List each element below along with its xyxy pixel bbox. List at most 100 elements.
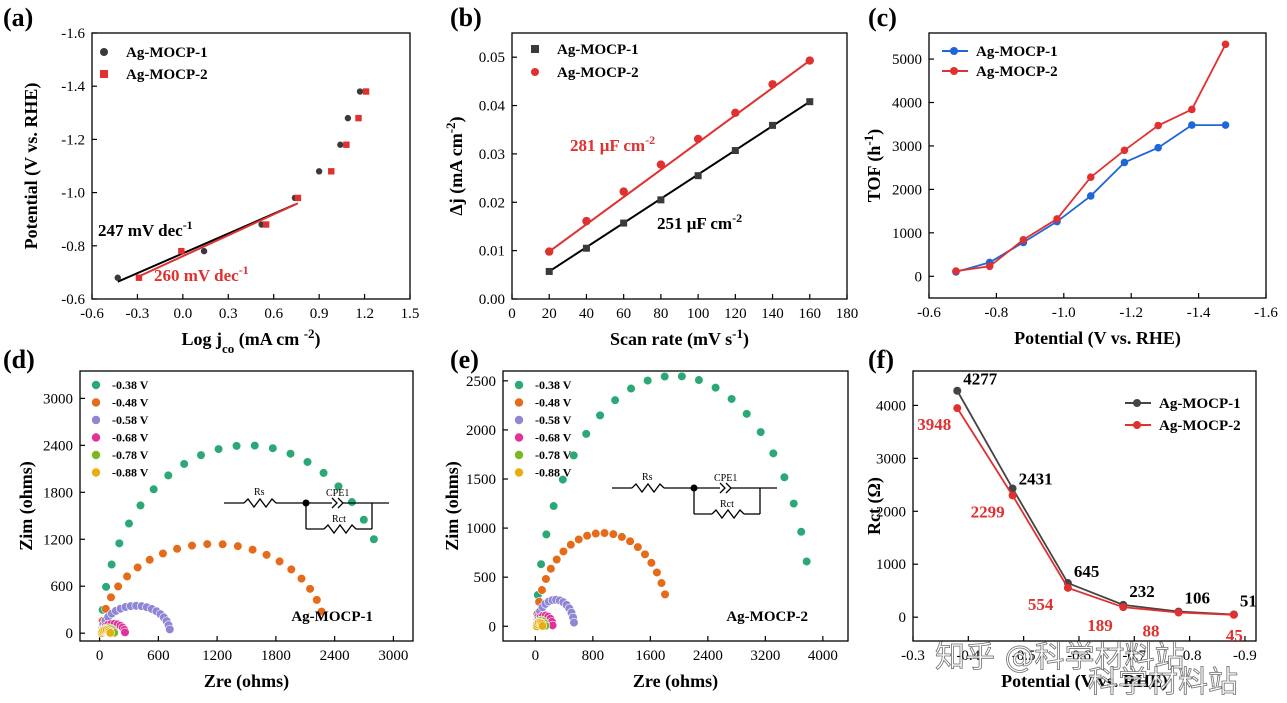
cpe-mark [331, 497, 338, 509]
impedance-point [274, 556, 285, 567]
value-label: 45 [1226, 626, 1243, 645]
impedance-point [231, 441, 242, 451]
x-tick-label: 80 [653, 306, 668, 322]
x-tick-label: 0.6 [264, 306, 283, 322]
value-label: 645 [1074, 562, 1100, 581]
data-point [1019, 235, 1028, 244]
y-tick-label: 2400 [43, 438, 73, 454]
x-tick-label: -0.6 [1067, 648, 1091, 664]
legend-entry: -0.88 V [112, 466, 149, 480]
impedance-point [595, 410, 605, 420]
legend-entry: -0.48 V [535, 396, 572, 410]
impedance-point [196, 450, 206, 460]
impedance-point [268, 443, 278, 453]
panel-c: -0.6 -0.8 -1.0 -1.2 -1.4 -1.6 0 1000 2000 3000 400… [861, 3, 1279, 349]
legend-entry: -0.38 V [535, 378, 572, 392]
legend-marker [91, 433, 101, 442]
text-part: Zim (ohms) [442, 461, 463, 551]
x-tick-label: 0 [532, 648, 540, 664]
x-axis-label: Log jco (mA cm -2) [181, 326, 320, 356]
x-tick-label: 0 [508, 306, 516, 322]
text-part: Potential (V vs. RHE) [1001, 671, 1168, 692]
y-axis-label: Zim (ohms) [442, 461, 463, 551]
impedance-point [599, 528, 610, 538]
value-label: 554 [1028, 595, 1054, 614]
legend-entry: Ag-MOCP-1 [1159, 396, 1241, 412]
legend-marker [91, 415, 101, 425]
text-part: -1 [239, 263, 249, 277]
y-tick-label: -1.0 [61, 186, 85, 202]
impedance-point [285, 449, 296, 459]
y-tick-label: 0 [489, 619, 497, 635]
data-point [950, 67, 958, 75]
cpe-mark [719, 482, 726, 494]
value-label: 189 [1087, 616, 1113, 635]
impedance-point [694, 375, 704, 385]
cpe-mark [337, 497, 344, 509]
impedance-point [569, 617, 579, 628]
data-point [1188, 105, 1196, 114]
data-point [114, 274, 121, 281]
data-point [1174, 608, 1183, 617]
impedance-point [305, 584, 315, 594]
data-point [362, 88, 370, 95]
x-tick-label: 3000 [378, 648, 408, 664]
impedance-point [261, 550, 272, 560]
legend-marker [514, 380, 524, 390]
impedance-point [347, 497, 357, 507]
impedance-point [536, 559, 546, 569]
impedance-point [233, 541, 243, 551]
y-tick-label: -1.2 [61, 132, 85, 148]
legend-entry: Ag-MOCP-1 [126, 45, 208, 61]
text-part: 251 μF cm [657, 214, 732, 233]
data-point [200, 247, 208, 255]
x-tick-label: -1.2 [1119, 305, 1143, 321]
data-point [328, 168, 335, 175]
value-label: 106 [1185, 589, 1211, 608]
impedance-point [789, 498, 799, 509]
text-part: Potential (V vs. RHE) [21, 83, 42, 250]
impedance-point [646, 558, 656, 568]
impedance-point [608, 529, 618, 539]
legend-marker [514, 468, 524, 477]
y-axis-label: Zim (ohms) [16, 461, 37, 551]
impedance-point [369, 534, 379, 544]
panel-e: 0 800 1600 2400 3200 4000 0 500 1000 1500 2000 2500… [442, 345, 849, 692]
data-point [1221, 40, 1230, 49]
impedance-point [660, 371, 670, 382]
x-tick-label: 800 [582, 648, 605, 664]
impedance-point [566, 540, 576, 550]
x-tick-label: -0.8 [985, 305, 1009, 321]
value-label: 88 [1143, 622, 1160, 641]
impedance-point [537, 621, 548, 631]
fit-line [548, 100, 811, 273]
data-point [619, 187, 628, 196]
legend-entry: -0.58 V [535, 413, 572, 427]
impedance-point [617, 532, 627, 542]
impedance-point [296, 573, 307, 584]
data-point [953, 404, 962, 413]
legend-entry: Ag-MOCP-2 [557, 65, 639, 81]
legend-marker [514, 415, 524, 425]
data-point [1188, 121, 1196, 129]
legend-entry: Ag-MOCP-1 [557, 42, 639, 58]
annotation: 281 μF cm-2 [570, 133, 655, 155]
text-part: Zre (ohms) [633, 671, 718, 692]
data-point [1008, 491, 1017, 500]
plot-frame [91, 32, 411, 300]
x-tick-label: 4000 [808, 648, 838, 664]
data-point [1120, 158, 1129, 167]
plot-frame [502, 370, 849, 642]
y-tick-label: 4000 [876, 398, 906, 414]
data-point [769, 121, 777, 129]
y-axis-label: TOF (h-1) [861, 129, 886, 202]
data-point [1086, 192, 1095, 200]
impedance-point [581, 429, 591, 439]
impedance-point [202, 539, 212, 549]
impedance-point [768, 448, 778, 458]
plot-frame [511, 32, 848, 300]
y-tick-label: 2000 [892, 182, 922, 198]
x-tick-label: 120 [724, 306, 747, 322]
x-axis-label: Potential (V vs. RHE) [1001, 671, 1168, 692]
